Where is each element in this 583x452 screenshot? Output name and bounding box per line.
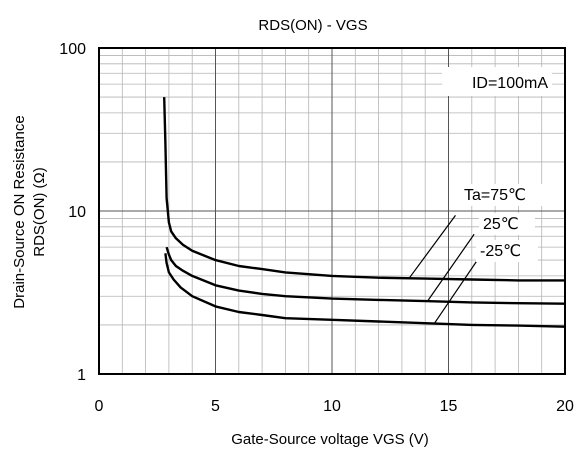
y-axis-ticks: 1 10 100 [59,41,86,384]
condition-box: ID=100mA [442,67,552,96]
major-gridlines [99,48,565,374]
series-labels: Ta=75℃ 25℃ -25℃ [460,184,544,262]
plot-frame [98,47,566,375]
x-tick-label: 0 [95,398,104,415]
series-label-0: Ta=75℃ [464,187,526,204]
condition-label: ID=100mA [472,75,548,92]
leader-lines [408,215,482,324]
y-tick-label: 100 [59,41,86,58]
y-tick-label: 1 [77,367,86,384]
condition-box-background [442,67,552,96]
leader-line-0 [408,215,456,279]
y-axis-label-line-1-group: Drain-Source ON Resistance [11,115,28,308]
series-line-0 [163,97,565,282]
y-axis-label-line-2: RDS(ON) (Ω) [31,167,48,257]
series-label-background-0 [460,184,544,206]
series-label-2: -25℃ [480,243,521,260]
x-tick-label: 5 [211,398,220,415]
x-axis-label: Gate-Source voltage VGS (V) [231,431,429,448]
series-label-1: 25℃ [483,216,519,233]
x-tick-label: 15 [440,398,458,415]
x-tick-label: 10 [323,398,341,415]
y-axis-label-line-1: Drain-Source ON Resistance [11,115,28,308]
series-lines [163,97,566,328]
y-tick-label: 10 [68,204,86,221]
chart-title: RDS(ON) - VGS [258,17,367,34]
series-line-2 [164,253,566,328]
series-label-background-1 [479,213,535,235]
leader-line-1 [427,233,475,302]
leader-line-2 [434,254,482,324]
x-axis-ticks: 0 5 10 15 20 [95,398,574,415]
y-axis-label-line-2-group: RDS(ON) (Ω) [31,167,48,257]
series-label-background-2 [476,240,538,262]
x-tick-label: 20 [556,398,574,415]
